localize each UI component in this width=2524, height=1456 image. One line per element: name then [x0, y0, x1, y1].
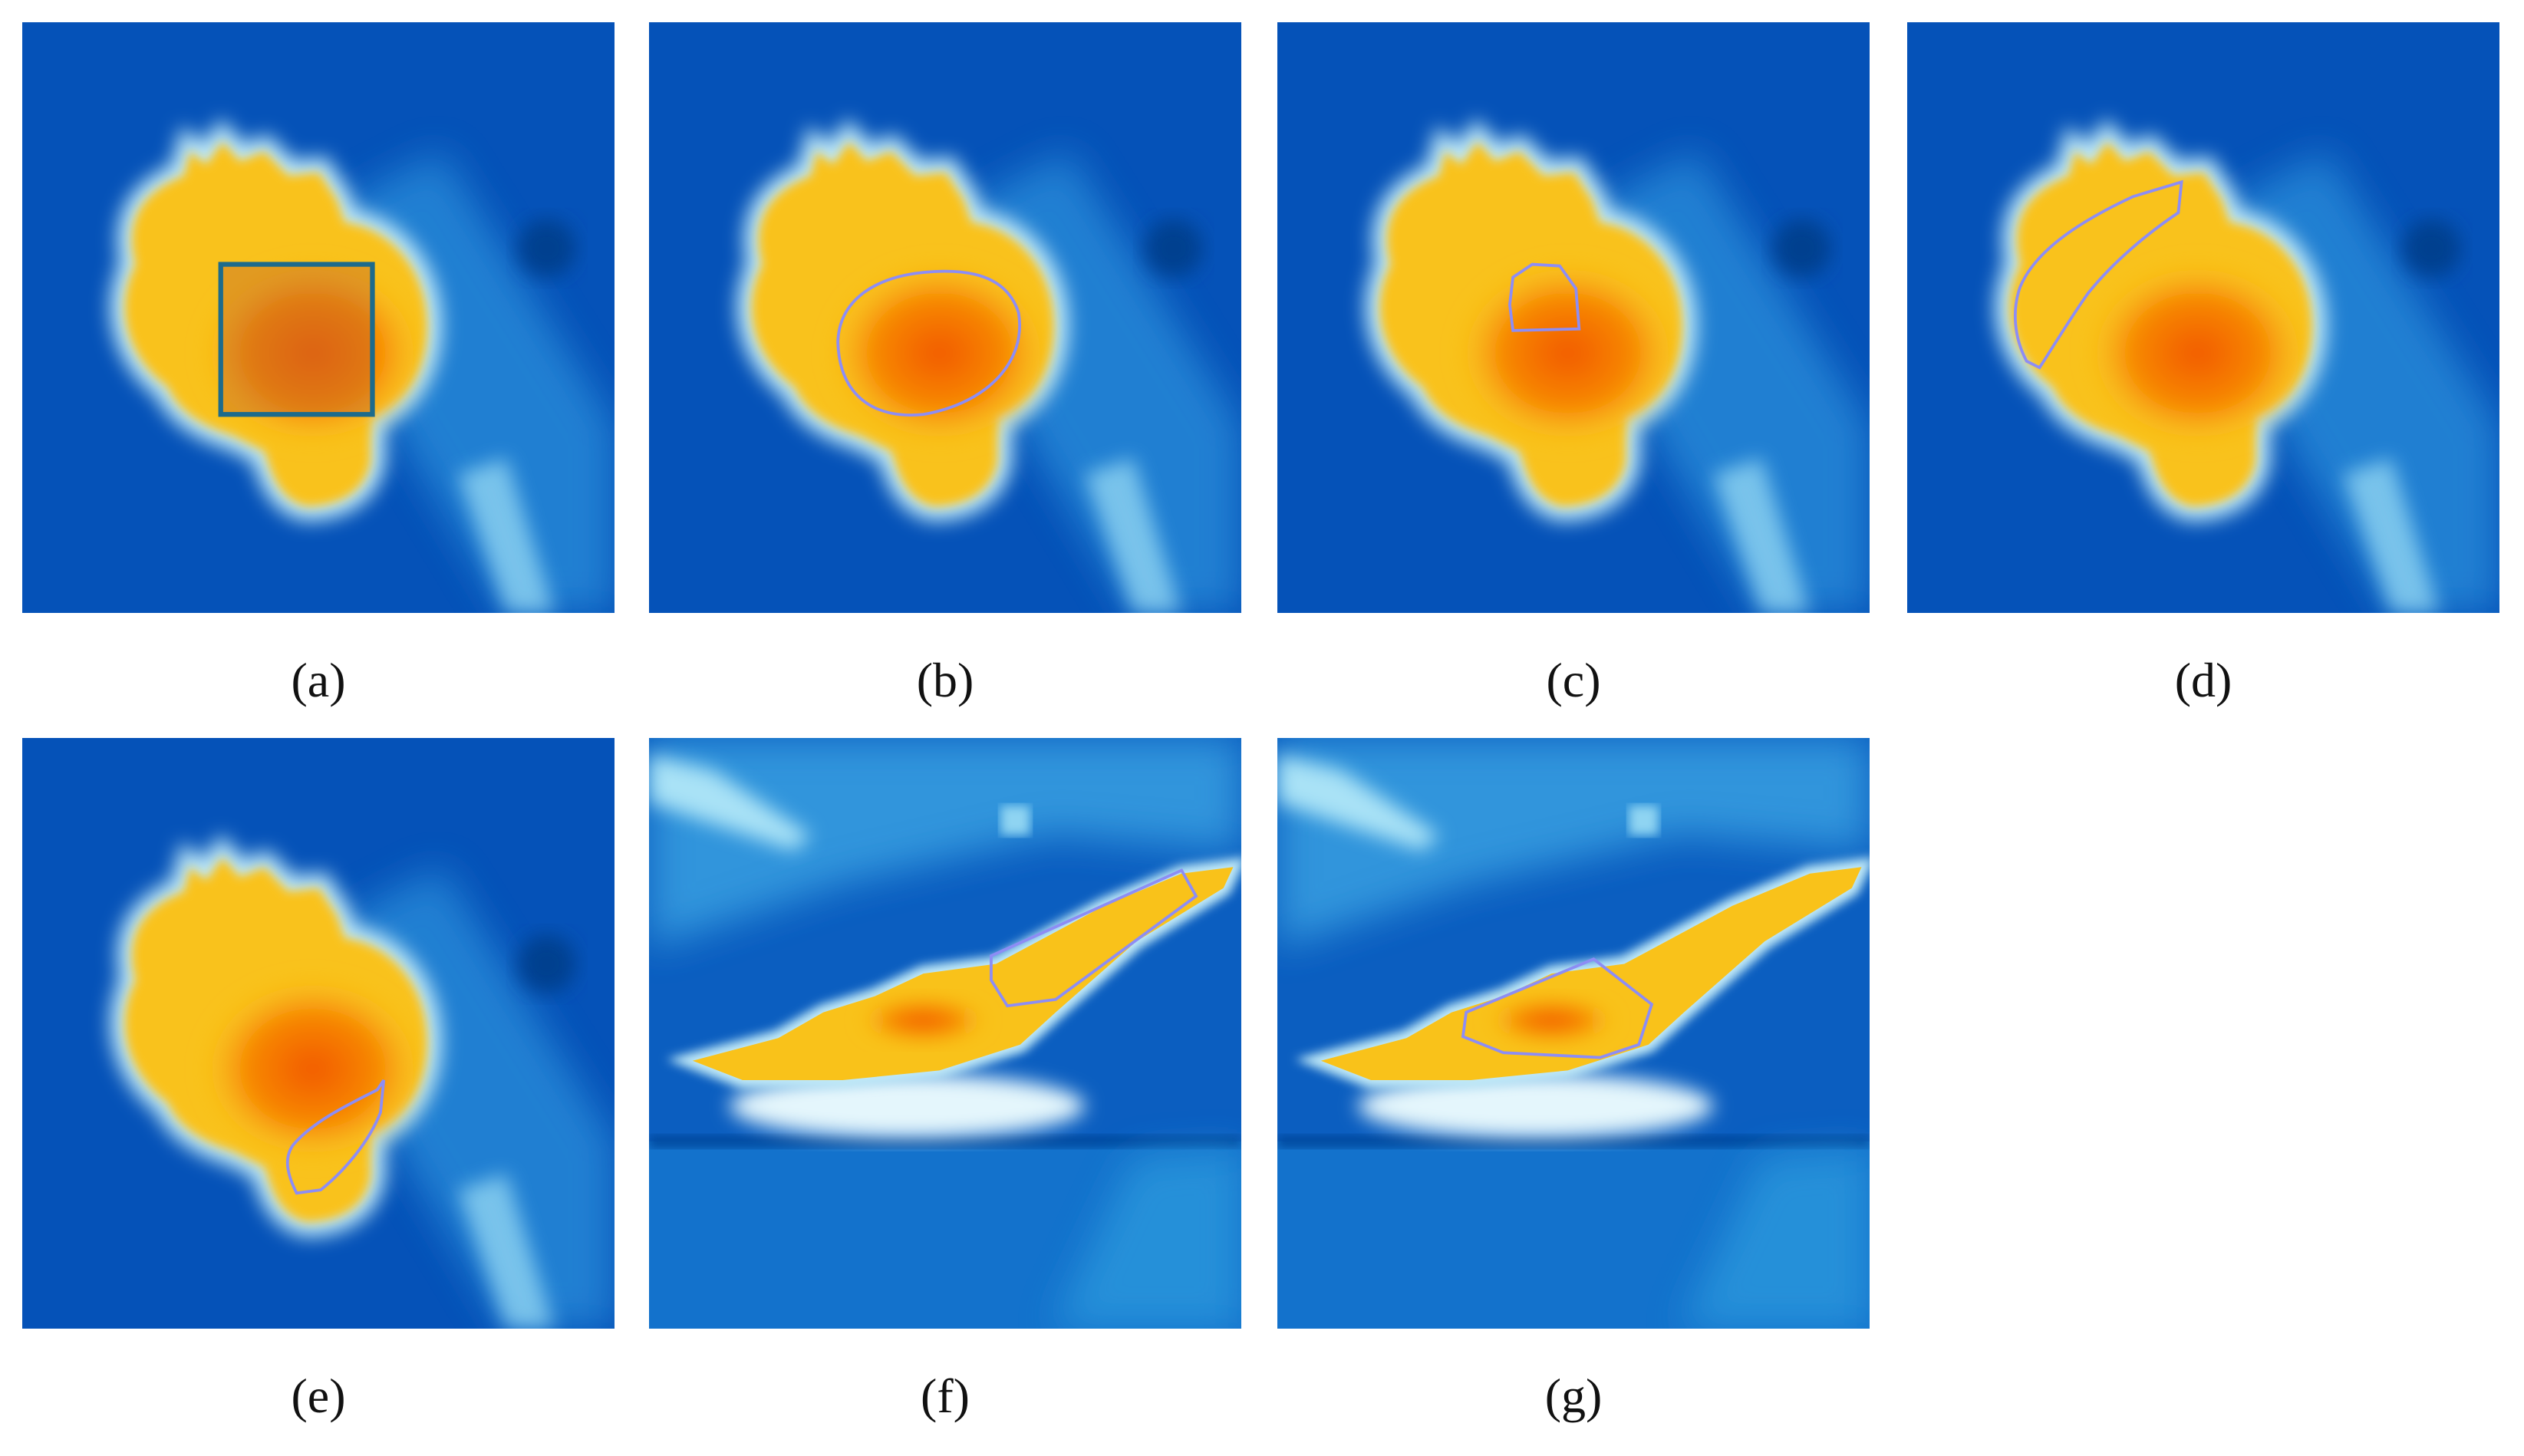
warm-streak [1084, 458, 1182, 613]
contact-area [1358, 1073, 1713, 1138]
panel-label: (d) [2174, 653, 2232, 707]
roi-outline [285, 1079, 386, 1195]
hottest-region [826, 259, 1053, 447]
hottest-region [2084, 259, 2311, 447]
cold-spot [1772, 219, 1831, 278]
panel-label: (e) [291, 1369, 346, 1423]
thermal-image [649, 738, 1241, 1329]
contact-area [730, 1073, 1085, 1138]
warm-streak [1712, 458, 1811, 613]
thermal-image [1907, 22, 2499, 613]
warm-streak [457, 1174, 555, 1329]
floor-streak [1680, 1149, 1870, 1329]
panel-label: (a) [291, 653, 346, 707]
panel-label: (f) [921, 1369, 970, 1423]
thermal-image [1277, 22, 1870, 613]
light-streak [1277, 738, 1870, 948]
hottest-region [1455, 259, 1681, 447]
roi-outline [990, 868, 1198, 1008]
hottest-region [1487, 997, 1616, 1043]
panel-label: (g) [1544, 1369, 1603, 1423]
thermal-image [649, 22, 1241, 613]
floor-edge [1277, 1135, 1870, 1148]
thermal-image [22, 22, 615, 613]
roi-outline [1508, 262, 1581, 332]
cold-spot [517, 934, 576, 993]
light-streak [649, 738, 1241, 948]
floor-edge [649, 1135, 1241, 1148]
hottest-region [199, 975, 426, 1163]
light-streak [649, 754, 811, 852]
hottest-region [199, 259, 426, 447]
panel-label: (b) [916, 653, 974, 707]
light-spot [1629, 805, 1659, 835]
thermal-image [22, 738, 615, 1329]
roi-outline [836, 269, 1021, 417]
cold-spot [2402, 219, 2461, 278]
roi-outline [1461, 957, 1654, 1059]
panel-label: (c) [1546, 653, 1601, 707]
roi-outline [2013, 180, 2183, 370]
warm-streak [457, 458, 555, 613]
cold-spot [517, 219, 576, 278]
cold-spot [1144, 219, 1203, 278]
roi-box [218, 262, 375, 417]
hot-region [1320, 867, 1862, 1081]
light-streak [1277, 754, 1439, 852]
floor-streak [1052, 1149, 1241, 1329]
hottest-region [858, 997, 988, 1043]
light-spot [1000, 805, 1030, 835]
hot-region [692, 867, 1234, 1081]
warm-streak [2342, 458, 2440, 613]
thermal-image [1277, 738, 1870, 1329]
